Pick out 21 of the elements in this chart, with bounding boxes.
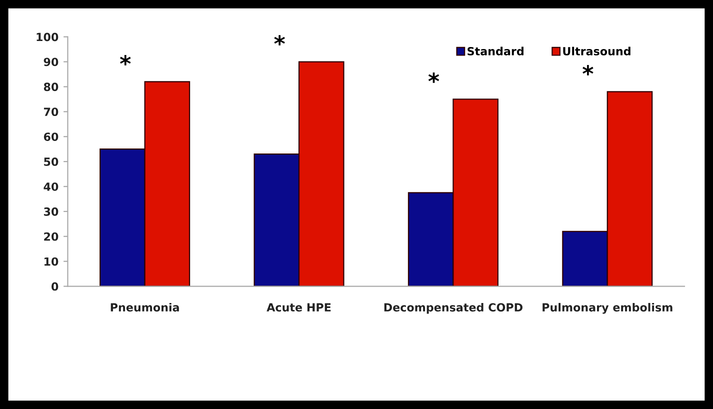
legend-label: Ultrasound (563, 46, 630, 56)
y-tick-label: 20 (44, 232, 58, 241)
y-tick-label: 70 (44, 108, 58, 116)
x-tick-label: Acute HPE (266, 303, 331, 312)
y-tick-label: 60 (44, 132, 58, 141)
x-tick-label: Decompensated COPD (384, 302, 522, 314)
x-tick-label: Pneumonia (110, 302, 179, 312)
annotation: * (274, 35, 285, 46)
y-tick-label: 80 (44, 82, 58, 92)
y-tick-label: 40 (44, 182, 58, 191)
annotation: * (120, 55, 131, 66)
y-tick-label: 90 (44, 58, 58, 66)
legend-label: Standard (468, 46, 524, 56)
annotation: * (582, 65, 594, 76)
annotation: * (428, 72, 440, 83)
y-tick-label: 10 (44, 257, 58, 266)
y-tick-label: 30 (44, 207, 58, 216)
y-tick-label: 50 (44, 158, 58, 166)
y-tick-label: 100 (36, 32, 58, 42)
y-tick-label: 0 (52, 282, 58, 291)
x-tick-label: Pulmonary embolism (542, 302, 672, 314)
